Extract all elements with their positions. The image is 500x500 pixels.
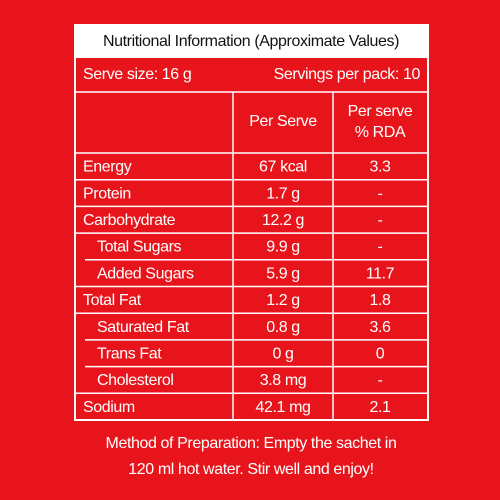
- per-serve-value: 1.7 g: [266, 185, 300, 202]
- nutrient-name: Total Fat: [83, 292, 142, 309]
- nutrient-name: Sodium: [83, 399, 135, 416]
- nutrient-name: Saturated Fat: [97, 319, 190, 336]
- nutrient-name: Carbohydrate: [83, 212, 176, 229]
- per-serve-value: 42.1 mg: [255, 399, 310, 416]
- rda-value: 2.1: [369, 399, 391, 416]
- rda-value: 0: [376, 345, 385, 362]
- per-serve-value: 1.2 g: [266, 292, 300, 309]
- method-text: 120 ml hot water. Stir well and enjoy!: [128, 461, 373, 478]
- table-border: [74, 24, 429, 421]
- rda-value: 11.7: [366, 265, 395, 282]
- nutrient-name: Energy: [83, 159, 132, 176]
- per-serve-value: 9.9 g: [266, 239, 300, 256]
- method-text: Method of Preparation: Empty the sachet …: [106, 435, 397, 452]
- servings: Servings per pack: 10: [274, 66, 421, 83]
- nutrient-name: Trans Fat: [97, 345, 162, 362]
- rda-value: 1.8: [369, 292, 391, 309]
- table-title: Nutritional Information (Approximate Val…: [103, 33, 399, 50]
- per-serve-value: 3.8 mg: [260, 372, 307, 389]
- nutrient-name: Cholesterol: [97, 372, 174, 389]
- serve-size: Serve size: 16 g: [83, 66, 191, 83]
- nutrient-name: Total Sugars: [97, 239, 182, 256]
- rda-value: 3.3: [369, 159, 391, 176]
- nutrient-name: Added Sugars: [97, 265, 194, 282]
- title-band: [75, 25, 428, 58]
- per-serve-value: 0 g: [272, 345, 293, 362]
- rda-value: -: [378, 239, 383, 256]
- column-header: % RDA: [355, 124, 406, 141]
- rda-value: -: [378, 212, 383, 229]
- per-serve-value: 0.8 g: [266, 319, 300, 336]
- rda-value: -: [378, 185, 383, 202]
- rda-value: 3.6: [369, 319, 391, 336]
- per-serve-value: 5.9 g: [266, 265, 300, 282]
- per-serve-value: 67 kcal: [259, 159, 307, 176]
- column-header: Per serve: [348, 103, 413, 120]
- column-header: Per Serve: [249, 113, 317, 130]
- per-serve-value: 12.2 g: [262, 212, 304, 229]
- rda-value: -: [378, 372, 383, 389]
- nutrient-name: Protein: [83, 185, 131, 202]
